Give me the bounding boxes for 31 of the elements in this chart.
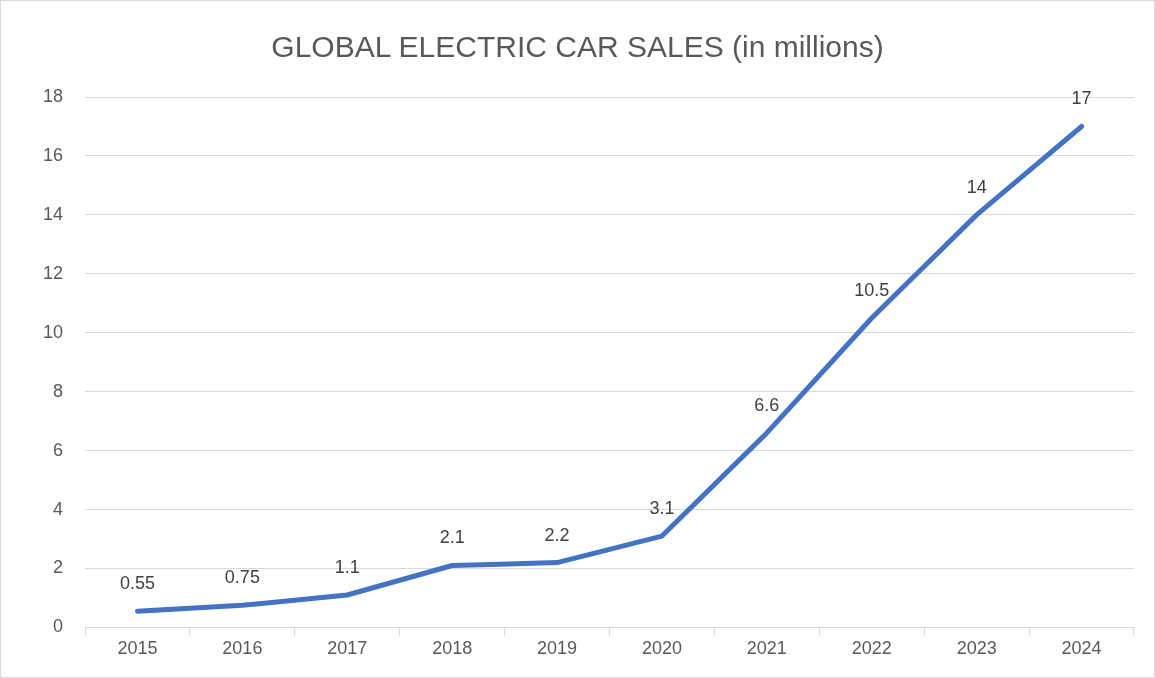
data-label: 0.75 bbox=[224, 567, 260, 588]
data-label: 0.55 bbox=[119, 573, 155, 594]
x-tick-label: 2024 bbox=[1061, 638, 1102, 659]
y-tick-label: 4 bbox=[53, 498, 64, 519]
x-tick-label: 2023 bbox=[956, 638, 997, 659]
y-tick-label: 16 bbox=[42, 144, 64, 165]
y-tick-label: 6 bbox=[53, 439, 64, 460]
data-label: 17 bbox=[1071, 88, 1092, 109]
x-tick-label: 2016 bbox=[222, 638, 263, 659]
x-tick-label: 2022 bbox=[851, 638, 892, 659]
x-tick-label: 2021 bbox=[746, 638, 787, 659]
data-label: 2.1 bbox=[439, 527, 465, 548]
chart-title: GLOBAL ELECTRIC CAR SALES (in millions) bbox=[271, 30, 884, 64]
y-tick-label: 0 bbox=[53, 616, 64, 637]
data-label: 2.2 bbox=[544, 524, 570, 545]
y-tick-label: 2 bbox=[53, 557, 64, 578]
data-label: 10.5 bbox=[854, 279, 890, 300]
y-tick-label: 18 bbox=[42, 85, 64, 106]
x-tick-label: 2020 bbox=[641, 638, 682, 659]
data-label: 6.6 bbox=[754, 394, 780, 415]
y-tick-label: 14 bbox=[42, 203, 64, 224]
x-tick-label: 2015 bbox=[117, 638, 158, 659]
x-tick-label: 2017 bbox=[327, 638, 368, 659]
x-tick-label: 2018 bbox=[432, 638, 473, 659]
y-tick-label: 12 bbox=[42, 262, 64, 283]
data-label: 3.1 bbox=[649, 498, 675, 519]
y-tick-label: 10 bbox=[42, 321, 64, 342]
data-label: 1.1 bbox=[334, 556, 360, 577]
y-tick-label: 8 bbox=[53, 380, 64, 401]
x-tick-label: 2019 bbox=[537, 638, 578, 659]
data-label: 14 bbox=[966, 176, 987, 197]
